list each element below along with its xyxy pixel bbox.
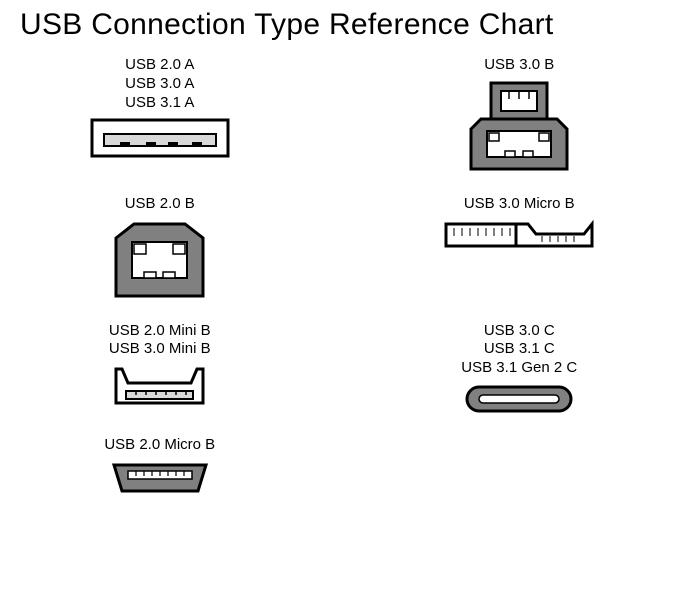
labels-usb-2-b: USB 2.0 B xyxy=(125,195,195,214)
label: USB 3.1 A xyxy=(125,94,194,113)
labels-usb-c: USB 3.0 C USB 3.1 C USB 3.1 Gen 2 C xyxy=(461,322,577,378)
label: USB 3.1 C xyxy=(461,340,577,359)
labels-usb-3-b: USB 3.0 B xyxy=(484,56,554,75)
label: USB 2.0 Mini B xyxy=(109,322,211,341)
label: USB 3.0 B xyxy=(484,56,554,75)
usb-3-micro-b-icon xyxy=(444,220,594,250)
usb-3-b-icon xyxy=(469,81,569,173)
label: USB 3.0 Mini B xyxy=(109,340,211,359)
cell-usb-2-b: USB 2.0 B xyxy=(20,195,300,300)
label: USB 2.0 B xyxy=(125,195,195,214)
usb-2-b-icon xyxy=(112,220,207,300)
connector-grid: USB 2.0 A USB 3.0 A USB 3.1 A USB 3.0 B xyxy=(20,56,659,495)
cell-usb-mini-b: USB 2.0 Mini B USB 3.0 Mini B xyxy=(20,322,300,414)
label: USB 2.0 Micro B xyxy=(104,436,215,455)
cell-usb-c: USB 3.0 C USB 3.1 C USB 3.1 Gen 2 C xyxy=(380,322,660,414)
usb-c-icon xyxy=(464,384,574,414)
usb-2-micro-b-icon xyxy=(110,461,210,495)
label: USB 3.1 Gen 2 C xyxy=(461,359,577,378)
labels-usb-2-micro-b: USB 2.0 Micro B xyxy=(104,436,215,455)
label: USB 3.0 C xyxy=(461,322,577,341)
label: USB 3.0 Micro B xyxy=(464,195,575,214)
cell-usb-2-micro-b: USB 2.0 Micro B xyxy=(20,436,300,495)
cell-usb-a: USB 2.0 A USB 3.0 A USB 3.1 A xyxy=(20,56,300,173)
labels-usb-a: USB 2.0 A USB 3.0 A USB 3.1 A xyxy=(125,56,194,112)
usb-reference-chart: USB Connection Type Reference Chart USB … xyxy=(0,0,679,614)
usb-a-icon xyxy=(90,118,230,158)
cell-empty xyxy=(380,436,660,495)
labels-usb-mini-b: USB 2.0 Mini B USB 3.0 Mini B xyxy=(109,322,211,360)
cell-usb-3-micro-b: USB 3.0 Micro B xyxy=(380,195,660,300)
label: USB 3.0 A xyxy=(125,75,194,94)
cell-usb-3-b: USB 3.0 B xyxy=(380,56,660,173)
label: USB 2.0 A xyxy=(125,56,194,75)
chart-title: USB Connection Type Reference Chart xyxy=(20,8,659,42)
usb-mini-b-icon xyxy=(112,365,207,407)
labels-usb-3-micro-b: USB 3.0 Micro B xyxy=(464,195,575,214)
